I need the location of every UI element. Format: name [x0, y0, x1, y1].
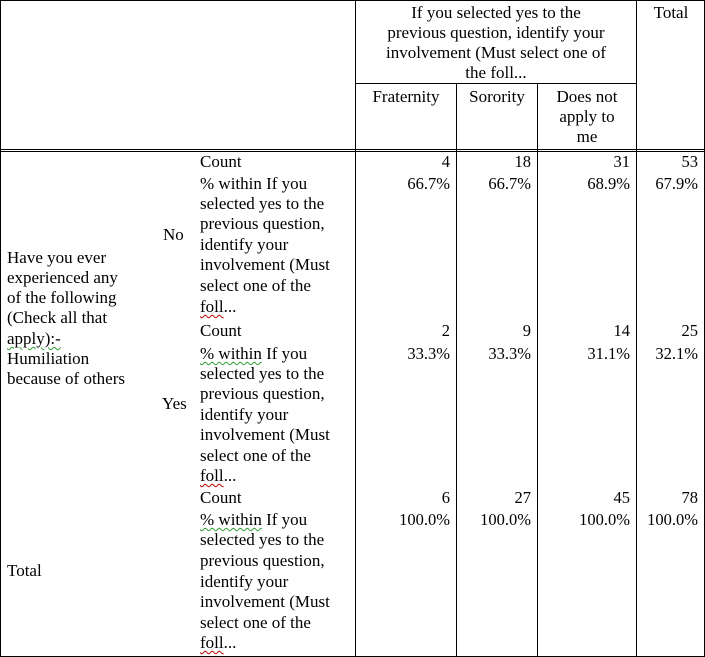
row-group-no: No — [163, 225, 184, 244]
cell-total-na-pct: 100.0% — [579, 510, 630, 529]
col-header-fraternity: Fraternity — [372, 87, 440, 106]
row-question-line2: experienced any — [7, 268, 118, 287]
cell-no-na-count: 31 — [613, 152, 631, 171]
stat-label-pct-line6: select one of the — [200, 613, 311, 632]
header-separator — [0, 149, 705, 150]
cell-total-total-pct: 100.0% — [647, 510, 698, 529]
stat-label-pct-line5: involvement (Must — [200, 425, 330, 444]
grid-line-v — [537, 83, 538, 657]
stat-label-pct-line7: foll... — [200, 297, 237, 316]
stat-label-pct-line1: % within If you — [200, 174, 308, 193]
spelling-mark: apply):- — [7, 329, 61, 348]
cell-total-na-count: 45 — [613, 488, 631, 507]
grid-line-h — [355, 83, 637, 84]
stat-label-pct-line7: foll... — [200, 466, 237, 485]
stat-label-pct-line4: identify your — [200, 235, 289, 254]
cell-yes-na-pct: 31.1% — [587, 344, 630, 363]
grid-line-v — [636, 0, 637, 657]
col-header-na-line3: me — [576, 127, 598, 146]
row-question-line7: because of others — [7, 369, 126, 388]
cell-no-total-pct: 67.9% — [655, 174, 698, 193]
cell-no-fraternity-count: 4 — [441, 152, 450, 171]
group-header-line3: involvement (Must select one of — [385, 43, 606, 62]
cell-no-sorority-count: 18 — [514, 152, 532, 171]
col-header-sorority: Sorority — [469, 87, 525, 106]
group-header-line2: previous question, identify your — [387, 23, 605, 42]
cell-no-fraternity-pct: 66.7% — [407, 174, 450, 193]
stat-label-pct-line2: selected yes to the — [200, 530, 325, 549]
stat-label-pct-line4: identify your — [200, 572, 289, 591]
row-question-line1: Have you ever — [7, 248, 107, 267]
header-separator — [0, 151, 705, 152]
cell-no-total-count: 53 — [681, 152, 699, 171]
stat-label-pct-line2: selected yes to the — [200, 194, 325, 213]
row-question-line6: Humiliation — [7, 349, 90, 368]
stat-label-pct-line2: selected yes to the — [200, 364, 325, 383]
grid-line-v — [355, 0, 356, 657]
grid-line-v — [456, 83, 457, 657]
spelling-mark: % within — [200, 510, 262, 529]
cell-no-sorority-pct: 66.7% — [488, 174, 531, 193]
cell-yes-fraternity-pct: 33.3% — [407, 344, 450, 363]
cell-yes-sorority-pct: 33.3% — [488, 344, 531, 363]
spelling-mark: foll — [200, 466, 224, 485]
spelling-mark: foll — [200, 633, 224, 652]
stat-label-pct-line7: foll... — [200, 633, 237, 652]
stat-label-pct-line6: select one of the — [200, 276, 311, 295]
cell-yes-sorority-count: 9 — [522, 321, 531, 340]
stat-label-count: Count — [200, 321, 242, 340]
row-question-line3: of the following — [7, 288, 117, 307]
cell-total-fraternity-pct: 100.0% — [399, 510, 450, 529]
cell-no-na-pct: 68.9% — [587, 174, 630, 193]
group-header-line4: the foll... — [465, 63, 527, 82]
spelling-mark: % within — [200, 344, 262, 363]
cell-total-fraternity-count: 6 — [441, 488, 450, 507]
stat-label-count: Count — [200, 152, 242, 171]
cell-yes-total-count: 25 — [681, 321, 699, 340]
cell-yes-fraternity-count: 2 — [441, 321, 450, 340]
cell-yes-total-pct: 32.1% — [655, 344, 698, 363]
stat-label-pct-line3: previous question, — [200, 214, 325, 233]
stat-label-pct-line6: select one of the — [200, 446, 311, 465]
stat-label-pct-line5: involvement (Must — [200, 592, 330, 611]
row-question-line5: apply):- — [7, 329, 61, 350]
stat-label-pct-line3: previous question, — [200, 551, 325, 570]
row-group-yes: Yes — [162, 394, 187, 413]
stat-label-pct-line4: identify your — [200, 405, 289, 424]
spelling-mark: foll — [200, 297, 224, 316]
total-column-header: Total — [653, 3, 689, 22]
stat-label-pct-line1: % within If you — [200, 510, 308, 529]
row-question-line4: (Check all that — [7, 308, 108, 327]
col-header-na-line1: Does not — [556, 87, 618, 106]
col-header-na-line2: apply to — [559, 107, 615, 126]
cell-total-total-count: 78 — [681, 488, 699, 507]
stat-label-pct-line5: involvement (Must — [200, 255, 330, 274]
cell-yes-na-count: 14 — [613, 321, 631, 340]
stat-label-pct-line3: previous question, — [200, 384, 325, 403]
stat-label-pct-line1: % within If you — [200, 344, 308, 363]
stat-label-count: Count — [200, 488, 242, 507]
cell-total-sorority-count: 27 — [514, 488, 532, 507]
group-header-line1: If you selected yes to the — [411, 3, 581, 22]
cell-total-sorority-pct: 100.0% — [480, 510, 531, 529]
row-group-total: Total — [7, 561, 42, 580]
